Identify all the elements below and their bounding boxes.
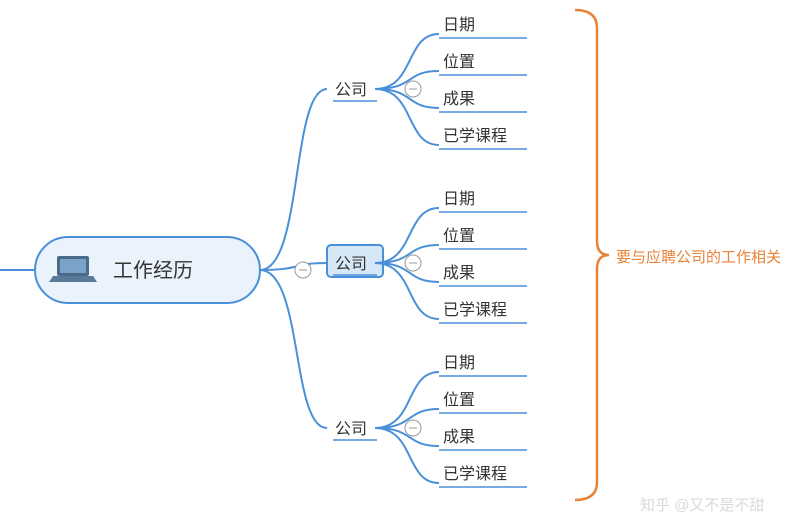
leaf-label: 成果 — [443, 90, 475, 108]
leaf-label: 成果 — [443, 264, 475, 282]
leaf-label: 位置 — [443, 53, 475, 71]
leaf-label: 日期 — [443, 190, 475, 208]
watermark-text: 知乎 @又不是不甜 — [640, 497, 764, 514]
leaf-label: 成果 — [443, 428, 475, 446]
mid-node-label: 公司 — [335, 82, 367, 99]
mid-node-label: 公司 — [335, 421, 367, 438]
leaf-label: 日期 — [443, 16, 475, 34]
annotation-text: 要与应聘公司的工作相关 — [616, 248, 781, 266]
leaf-label: 已学课程 — [443, 127, 507, 145]
leaf-label: 位置 — [443, 227, 475, 245]
root-label: 工作经历 — [113, 259, 193, 282]
leaf-label: 位置 — [443, 391, 475, 409]
leaf-label: 日期 — [443, 354, 475, 372]
leaf-label: 已学课程 — [443, 465, 507, 483]
mindmap-canvas: 工作经历公司公司公司日期位置成果已学课程日期位置成果已学课程日期位置成果已学课程… — [0, 0, 809, 524]
branch-root-mid — [260, 270, 327, 428]
mid-node-label: 公司 — [335, 256, 367, 273]
annotation-bracket — [575, 10, 609, 500]
leaf-label: 已学课程 — [443, 301, 507, 319]
branch-root-mid — [260, 89, 327, 270]
